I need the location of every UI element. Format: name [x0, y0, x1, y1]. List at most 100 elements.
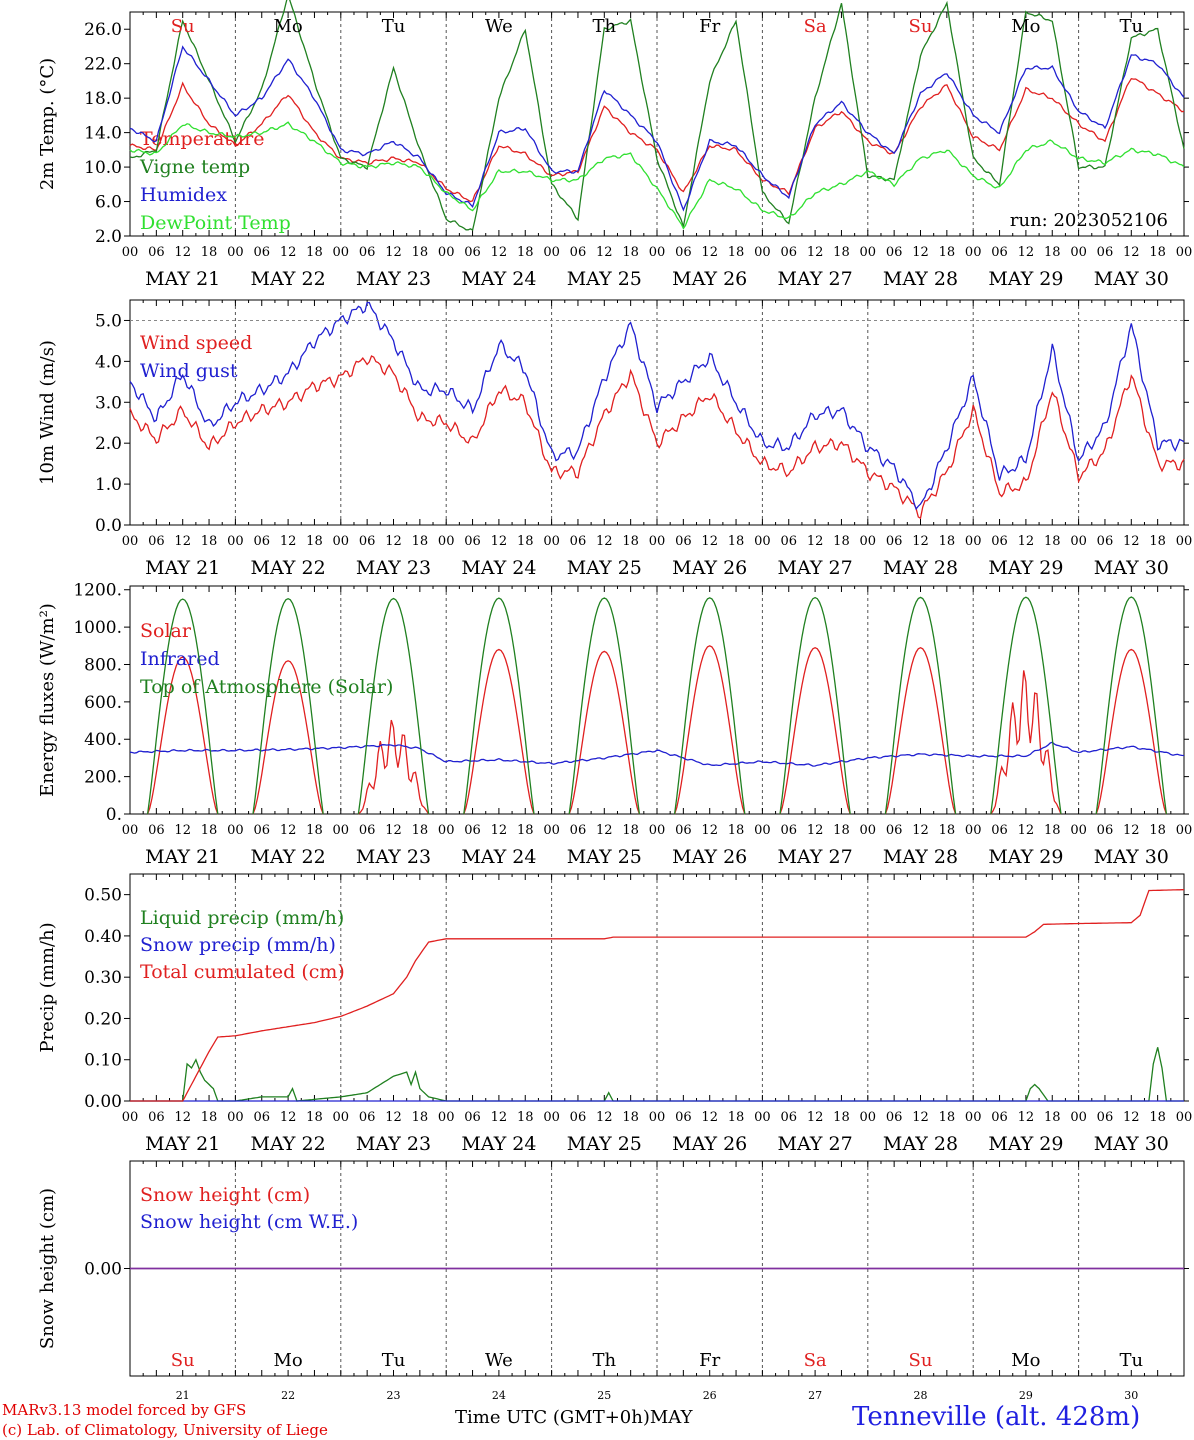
date-label: MAY 25 [567, 557, 642, 579]
hour-label: 12 [280, 1110, 297, 1125]
hour-label: 00 [333, 534, 350, 549]
hour-label: 00 [122, 245, 139, 260]
hour-label: 18 [306, 534, 323, 549]
hour-label: 00 [227, 1110, 244, 1125]
day-abbrev: Tu [1119, 16, 1143, 37]
y-tick-label: 0.10 [84, 1051, 122, 1071]
y-tick-label: 800. [84, 655, 122, 675]
time-axis-title: Time UTC (GMT+0h)MAY [455, 1407, 693, 1428]
y-tick-label: 2.0 [95, 227, 122, 247]
hour-label: 18 [833, 823, 850, 838]
hour-label: 06 [675, 823, 692, 838]
hour-label: 00 [965, 534, 982, 549]
hour-label: 12 [280, 245, 297, 260]
hour-label: 00 [438, 534, 455, 549]
y-tick-label: 0.30 [84, 968, 122, 988]
series-line-2 [129, 301, 1185, 511]
hour-label: 06 [886, 245, 903, 260]
hour-label: 00 [860, 1110, 877, 1125]
plot-frame [129, 11, 1185, 237]
hour-label: 18 [833, 534, 850, 549]
date-label: MAY 24 [461, 557, 536, 579]
date-label: MAY 29 [988, 268, 1063, 290]
hour-label: 06 [253, 823, 270, 838]
hour-label: 00 [333, 245, 350, 260]
hour-label: 12 [701, 245, 718, 260]
day-abbrev: Su [909, 1350, 933, 1371]
hour-label: 12 [174, 1110, 191, 1125]
hour-label: 18 [833, 1110, 850, 1125]
series-line-2 [129, 0, 1185, 231]
hour-label: 12 [807, 534, 824, 549]
hour-label: 18 [833, 245, 850, 260]
hour-label: 06 [991, 823, 1008, 838]
hour-label: 00 [649, 245, 666, 260]
y-tick-label: 0.00 [84, 1092, 122, 1112]
date-label: MAY 29 [988, 557, 1063, 579]
legend-entry: Infrared [140, 648, 220, 670]
date-label: MAY 22 [251, 557, 326, 579]
hour-label: 06 [675, 1110, 692, 1125]
y-tick-label: 0.50 [84, 886, 122, 906]
hour-label: 00 [227, 245, 244, 260]
y-tick-label: 4.0 [95, 352, 122, 372]
hour-label: 12 [912, 1110, 929, 1125]
date-label: MAY 21 [145, 1133, 220, 1155]
day-abbrev: Sa [804, 16, 827, 37]
hour-label: 00 [122, 534, 139, 549]
y-tick-label: 18.0 [84, 89, 122, 109]
hour-label: 18 [728, 534, 745, 549]
hour-label: 18 [306, 245, 323, 260]
hour-label: 06 [359, 823, 376, 838]
legend-entry: Snow height (cm) [140, 1184, 310, 1206]
hour-label: 18 [622, 1110, 639, 1125]
hour-label: 00 [1070, 1110, 1087, 1125]
day-number: 21 [176, 1389, 190, 1402]
day-abbrev: Tu [382, 16, 406, 37]
hour-label: 06 [148, 823, 165, 838]
model-credit: MARv3.13 model forced by GFS (c) Lab. of… [2, 1400, 328, 1440]
date-label: MAY 24 [461, 1133, 536, 1155]
date-label: MAY 28 [883, 268, 958, 290]
hour-label: 18 [1149, 823, 1166, 838]
hour-label: 18 [1044, 1110, 1061, 1125]
hour-label: 00 [860, 823, 877, 838]
hour-label: 12 [1123, 1110, 1140, 1125]
day-abbrev: Tu [382, 1350, 406, 1371]
date-label: MAY 27 [778, 268, 853, 290]
hour-label: 12 [912, 534, 929, 549]
hour-label: 06 [991, 1110, 1008, 1125]
hour-label: 18 [201, 245, 218, 260]
legend-entry: Vigne temp [139, 156, 250, 178]
y-axis-label: Precip (mm/h) [37, 922, 58, 1052]
hour-label: 12 [491, 245, 508, 260]
hour-label: 12 [385, 534, 402, 549]
day-abbrev: Fr [699, 1350, 720, 1371]
y-tick-label: 26.0 [84, 20, 122, 40]
legend-entry: Snow height (cm W.E.) [140, 1211, 358, 1233]
y-tick-label: 14.0 [84, 124, 122, 144]
hour-label: 18 [517, 1110, 534, 1125]
hour-label: 18 [1149, 1110, 1166, 1125]
hour-label: 18 [728, 1110, 745, 1125]
y-tick-label: 0.20 [84, 1009, 122, 1029]
day-number: 30 [1124, 1389, 1138, 1402]
hour-label: 18 [939, 1110, 956, 1125]
hour-label: 06 [253, 534, 270, 549]
date-label: MAY 26 [672, 1133, 747, 1155]
hour-label: 18 [1044, 823, 1061, 838]
day-number: 23 [387, 1389, 401, 1402]
legend-entry: Wind gust [140, 360, 238, 382]
hour-label: 18 [939, 534, 956, 549]
hour-label: 12 [280, 823, 297, 838]
hour-label: 18 [412, 534, 429, 549]
run-label: run: 2023052106 [1010, 210, 1168, 231]
chart-panel-2: 0.0 1.0 2.0 3.0 4.0 5.0 10m Wind (m/s) 00 06 12 18… [37, 299, 1192, 579]
hour-label: 00 [227, 823, 244, 838]
hour-label: 06 [464, 823, 481, 838]
y-tick-label: 0.00 [84, 1260, 122, 1280]
hour-label: 06 [991, 534, 1008, 549]
legend-entry: Temperature [140, 128, 264, 150]
hour-label: 00 [438, 823, 455, 838]
